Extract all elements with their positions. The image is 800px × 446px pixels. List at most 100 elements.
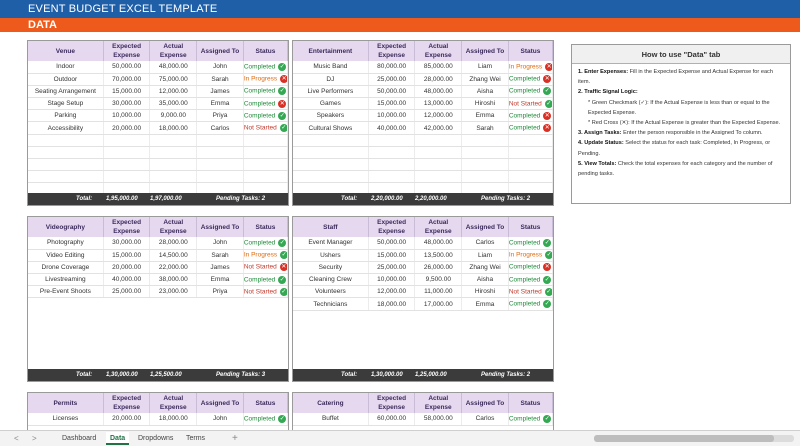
table-cell[interactable]: Emma — [461, 109, 509, 123]
table-cell[interactable]: 30,000.00 — [103, 97, 151, 111]
table-cell[interactable]: Emma — [196, 273, 244, 287]
table-cell[interactable]: DJ — [293, 73, 369, 86]
empty-cell[interactable] — [243, 146, 288, 160]
table-cell[interactable]: 10,000.00 — [368, 109, 416, 123]
empty-cell[interactable] — [414, 146, 463, 160]
table-cell[interactable]: Pre-Event Shoots — [28, 285, 104, 299]
table-cell[interactable]: 22,000.00 — [149, 261, 198, 275]
empty-cell[interactable] — [28, 146, 104, 160]
table-cell[interactable]: 11,000.00 — [414, 285, 463, 299]
table-cell[interactable]: 15,000.00 — [368, 249, 416, 262]
table-cell[interactable]: Licenses — [28, 413, 104, 426]
table-cell[interactable]: 18,000.00 — [368, 297, 416, 311]
empty-cell[interactable] — [461, 134, 509, 147]
status-cell[interactable]: Completed ✕ — [508, 121, 553, 135]
table-cell[interactable]: Drone Coverage — [28, 261, 104, 275]
status-cell[interactable]: Not Started ✓ — [508, 285, 553, 299]
empty-cell[interactable] — [28, 170, 104, 184]
table-cell[interactable]: 40,000.00 — [103, 273, 151, 287]
table-cell[interactable]: James — [196, 261, 244, 275]
table-cell[interactable]: Priya — [196, 285, 244, 299]
table-cell[interactable]: Live Performers — [293, 85, 369, 99]
table-cell[interactable]: Cultural Shows — [293, 121, 369, 135]
empty-cell[interactable] — [196, 134, 244, 147]
table-cell[interactable]: 9,500.00 — [414, 273, 463, 287]
add-sheet-button[interactable]: + — [232, 433, 238, 444]
table-cell[interactable]: 80,000.00 — [368, 61, 416, 74]
status-cell[interactable]: Completed ✕ — [508, 109, 553, 123]
empty-cell[interactable] — [508, 134, 553, 147]
table-cell[interactable]: 18,000.00 — [149, 121, 198, 135]
empty-cell[interactable] — [368, 158, 416, 172]
empty-cell[interactable] — [103, 158, 151, 172]
table-cell[interactable]: 70,000.00 — [103, 73, 151, 86]
table-cell[interactable]: Security — [293, 261, 369, 275]
table-cell[interactable]: 15,000.00 — [368, 97, 416, 111]
table-cell[interactable]: Buffet — [293, 413, 369, 426]
table-cell[interactable]: 14,500.00 — [149, 249, 198, 262]
status-cell[interactable]: In Progress ✕ — [508, 61, 553, 74]
table-cell[interactable]: 13,500.00 — [414, 249, 463, 262]
status-cell[interactable]: In Progress ✕ — [243, 73, 288, 86]
status-cell[interactable]: Completed ✓ — [243, 85, 288, 99]
empty-cell[interactable] — [196, 170, 244, 184]
table-cell[interactable]: 23,000.00 — [149, 285, 198, 299]
table-cell[interactable]: 9,000.00 — [149, 109, 198, 123]
table-cell[interactable]: Livestreaming — [28, 273, 104, 287]
empty-cell[interactable] — [508, 170, 553, 184]
tab-dashboard[interactable]: Dashboard — [62, 435, 97, 442]
table-cell[interactable]: 20,000.00 — [103, 121, 151, 135]
table-cell[interactable]: Liam — [461, 61, 509, 74]
empty-cell[interactable] — [196, 158, 244, 172]
table-cell[interactable]: 60,000.00 — [368, 413, 416, 426]
table-cell[interactable]: Volunteers — [293, 285, 369, 299]
table-cell[interactable]: 58,000.00 — [414, 413, 463, 426]
table-cell[interactable]: 85,000.00 — [414, 61, 463, 74]
table-cell[interactable]: Event Manager — [293, 237, 369, 250]
status-cell[interactable]: Completed ✓ — [243, 237, 288, 250]
status-cell[interactable]: Completed ✓ — [508, 237, 553, 250]
status-cell[interactable]: Completed ✓ — [508, 297, 553, 311]
table-cell[interactable]: Priya — [196, 109, 244, 123]
table-cell[interactable]: 12,000.00 — [414, 109, 463, 123]
status-cell[interactable]: Completed ✓ — [243, 61, 288, 74]
table-cell[interactable]: 12,000.00 — [149, 85, 198, 99]
table-cell[interactable]: James — [196, 85, 244, 99]
status-cell[interactable]: Completed ✓ — [243, 413, 288, 426]
table-cell[interactable]: Sarah — [461, 121, 509, 135]
table-cell[interactable]: Hiroshi — [461, 97, 509, 111]
table-cell[interactable]: Ushers — [293, 249, 369, 262]
empty-cell[interactable] — [149, 158, 198, 172]
table-cell[interactable]: 48,000.00 — [414, 85, 463, 99]
table-cell[interactable]: Games — [293, 97, 369, 111]
status-cell[interactable]: Not Started ✓ — [243, 285, 288, 299]
status-cell[interactable]: Not Started ✕ — [243, 261, 288, 275]
table-cell[interactable]: 20,000.00 — [103, 261, 151, 275]
tab-dropdowns[interactable]: Dropdowns — [138, 435, 174, 442]
empty-cell[interactable] — [103, 170, 151, 184]
table-cell[interactable]: Zhang Wei — [461, 73, 509, 86]
table-cell[interactable]: Photography — [28, 237, 104, 250]
table-cell[interactable]: 48,000.00 — [149, 61, 198, 74]
status-cell[interactable]: In Progress ✓ — [508, 249, 553, 262]
table-cell[interactable]: Hiroshi — [461, 285, 509, 299]
horizontal-scrollbar[interactable] — [594, 435, 794, 442]
table-cell[interactable]: Technicians — [293, 297, 369, 311]
table-cell[interactable]: Cleaning Crew — [293, 273, 369, 287]
empty-cell[interactable] — [243, 134, 288, 147]
table-cell[interactable]: 26,000.00 — [414, 261, 463, 275]
empty-cell[interactable] — [293, 134, 369, 147]
table-cell[interactable]: Speakers — [293, 109, 369, 123]
tab-data[interactable]: Data — [106, 432, 130, 445]
scroll-right-icon[interactable]: > — [32, 434, 37, 443]
table-cell[interactable]: 25,000.00 — [103, 285, 151, 299]
table-cell[interactable]: Emma — [461, 297, 509, 311]
scrollbar-thumb[interactable] — [594, 435, 774, 442]
empty-cell[interactable] — [414, 134, 463, 147]
table-cell[interactable]: 15,000.00 — [103, 249, 151, 262]
table-cell[interactable]: 50,000.00 — [368, 237, 416, 250]
empty-cell[interactable] — [414, 158, 463, 172]
status-cell[interactable]: Completed ✕ — [243, 97, 288, 111]
status-cell[interactable]: Completed ✓ — [243, 273, 288, 287]
empty-cell[interactable] — [149, 170, 198, 184]
